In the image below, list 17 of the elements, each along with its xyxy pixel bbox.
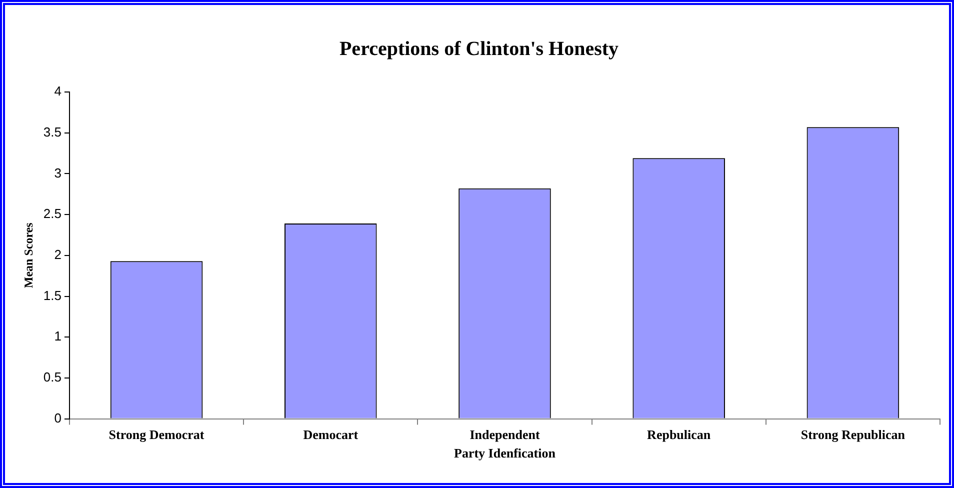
y-tick-label: 0 [54,410,62,426]
y-tick-label: 3 [54,165,62,180]
y-tick-label: 4 [54,84,62,99]
x-axis-title: Party Idenfication [454,446,556,461]
y-tick-label: 3.5 [43,124,62,140]
x-tick-label: Independent [470,426,540,442]
y-tick-label: 1 [54,328,62,344]
y-tick-label: 0.5 [43,370,62,385]
y-axis-title: Mean Scores [21,222,36,288]
chart-title: Perceptions of Clinton's Honesty [339,38,619,60]
x-tick-label: Repbulican [647,426,712,442]
y-tick-label: 2 [54,246,62,262]
x-tick-label: Democart [303,426,359,442]
y-tick-label: 2.5 [43,206,62,222]
x-tick-label: Strong Republican [800,426,906,442]
y-tick-label: 1.5 [43,288,62,303]
x-tick-label: Strong Democrat [108,426,205,442]
